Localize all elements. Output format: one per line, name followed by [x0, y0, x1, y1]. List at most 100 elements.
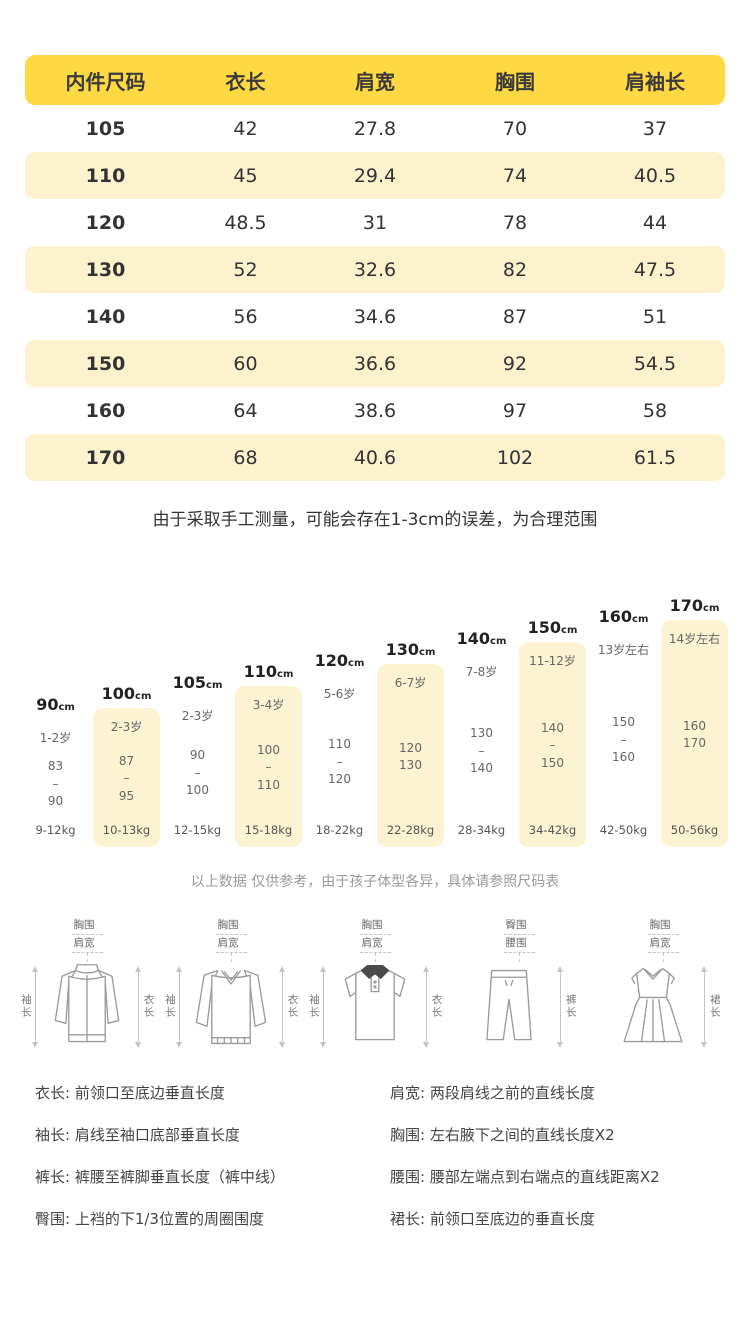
height-range: 160 170 — [683, 718, 706, 753]
chest-label: 胸围 — [215, 917, 247, 935]
left-measure-arrow — [176, 965, 182, 1048]
height-range-line: 90 — [189, 748, 206, 763]
height-size-label: 100cm — [102, 684, 152, 703]
height-column-105: 105cm 2-3岁 90 – 100 12-15kg — [164, 673, 231, 847]
dashed-connector — [86, 952, 88, 962]
chest-label: 胸围 — [359, 917, 391, 935]
table-row: 150 60 36.6 92 54.5 — [25, 340, 725, 387]
height-range-line: 120 — [328, 772, 351, 787]
value-cell: 32.6 — [353, 258, 397, 281]
height-size-value: 140 — [456, 629, 491, 648]
value-cell: 82 — [502, 258, 528, 281]
height-column-140: 140cm 7-8岁 130–140 28-34kg — [448, 629, 515, 847]
shoulder-label: 肩宽 — [647, 935, 679, 953]
height-range-line: – — [478, 743, 485, 758]
value-cell: 36.6 — [353, 352, 397, 375]
definition-item: 臀围: 上裆的下1/3位置的周圈围度 — [35, 1209, 264, 1228]
garment-diagram-jacket: 胸围 肩宽 袖长 衣长 — [16, 917, 158, 1052]
height-size-unit: cm — [135, 691, 152, 702]
height-size-label: 150cm — [528, 618, 578, 637]
value-cell: 87 — [502, 305, 528, 328]
height-range-line: 100 — [186, 783, 209, 798]
height-range-line: 120 — [399, 740, 422, 755]
weight-label: 15-18kg — [244, 822, 293, 837]
dashed-connector — [374, 952, 376, 962]
value-cell: 78 — [502, 211, 528, 234]
sleeve-length-label: 袖长 — [308, 994, 320, 1020]
garment-diagram-polo: 胸围 肩宽 袖长 衣长 — [304, 917, 446, 1052]
value-cell: 64 — [233, 399, 258, 422]
jacket-drawing — [54, 963, 120, 1042]
height-column-170: 170cm 14岁左右 160 170 50-56kg — [661, 596, 728, 847]
size-cell: 120 — [85, 211, 126, 234]
weight-label: 22-28kg — [386, 823, 435, 837]
height-range-line: – — [52, 776, 59, 791]
height-range: 120 130 — [399, 740, 422, 775]
right-measure-arrow — [423, 965, 429, 1048]
value-cell: 60 — [233, 352, 258, 375]
size-table-header-cell: 胸围 — [495, 69, 535, 94]
height-range-line: 95 — [118, 788, 135, 803]
size-cell: 130 — [85, 258, 126, 281]
value-cell: 74 — [502, 164, 528, 187]
table-row: 170 68 40.6 102 61.5 — [25, 434, 725, 481]
height-range-line: 90 — [47, 794, 64, 809]
height-size-value: 160 — [598, 607, 633, 626]
height-size-label: 120cm — [315, 651, 365, 670]
height-size-label: 170cm — [670, 596, 720, 615]
dress-length-label: 裙长 — [708, 994, 721, 1020]
size-cell: 160 — [85, 399, 126, 422]
height-column-150: 150cm 11-12岁 140–150 34-42kg — [519, 618, 586, 847]
height-column-box: 3-4岁 100 – 110 15-18kg — [235, 686, 302, 847]
height-size-label: 160cm — [599, 607, 649, 626]
value-cell: 44 — [642, 211, 668, 234]
height-range-line: 150 — [541, 755, 564, 770]
height-column-box: 11-12岁 140 – 150 34-42kg — [519, 642, 586, 847]
chest-label: 胸围 — [647, 917, 679, 935]
weight-label: 12-15kg — [173, 822, 222, 837]
size-table-body: 105 42 27.8 70 37 110 45 29.4 74 40.5 120 48.5 31 78 4… — [25, 105, 725, 481]
value-cell: 48.5 — [224, 211, 267, 234]
weight-label: 9-12kg — [35, 822, 76, 837]
height-column-box: 14岁左右 160 170 50-56kg — [661, 620, 728, 847]
table-row: 105 42 27.8 70 37 — [25, 105, 725, 152]
height-column-100: 100cm 2-3岁 87 – 95 10-13kg — [93, 684, 160, 847]
value-cell: 34.6 — [353, 305, 397, 328]
right-measure-arrow — [279, 965, 285, 1048]
value-cell: 52 — [233, 258, 258, 281]
value-cell: 29.4 — [353, 164, 397, 187]
diagram-body: 袖长 衣长 — [308, 962, 443, 1052]
height-size-value: 105 — [172, 673, 207, 692]
height-column-box: 2-3岁 87 – 95 10-13kg — [93, 708, 160, 847]
definition-item: 衣长: 前领口至底边垂直长度 — [35, 1083, 225, 1102]
value-cell: 42 — [233, 117, 258, 140]
height-range: 100 – 110 — [257, 742, 280, 794]
dress-drawing — [623, 967, 683, 1042]
age-label: 14岁左右 — [668, 632, 721, 646]
height-range-line: 170 — [683, 736, 706, 750]
top-measure-labels: 胸围 肩宽 — [215, 917, 247, 953]
definition-item: 肩宽: 两段肩线之前的直线长度 — [390, 1083, 595, 1102]
top-measure-labels: 胸围 肩宽 — [359, 917, 391, 953]
value-cell: 68 — [233, 446, 258, 469]
table-row: 110 45 29.4 74 40.5 — [25, 152, 725, 199]
height-column-110: 110cm 3-4岁 100–110 15-18kg — [235, 662, 302, 847]
height-size-unit: cm — [277, 669, 294, 680]
dashed-connector — [518, 952, 520, 962]
size-table: 内件尺码 衣长 肩宽 胸围 肩袖长 105 42 27.8 70 37 110 45 29.4 74 40… — [25, 55, 725, 481]
left-measure-arrow — [320, 965, 326, 1048]
height-size-value: 110 — [243, 662, 278, 681]
height-range: 130 – 140 — [470, 725, 493, 777]
value-cell: 40.5 — [633, 164, 677, 187]
height-range: 110 – 120 — [328, 736, 351, 788]
page: 内件尺码 衣长 肩宽 胸围 肩袖长 105 42 27.8 70 37 110 45 29.4 74 40… — [0, 55, 750, 1229]
age-label: 13岁左右 — [597, 643, 650, 657]
age-label: 11-12岁 — [529, 654, 576, 668]
hip-label: 臀围 — [503, 917, 535, 935]
shoulder-label: 肩宽 — [71, 935, 103, 953]
value-cell: 54.5 — [633, 352, 677, 375]
polo-drawing — [344, 964, 406, 1040]
height-range-line: 160 — [683, 718, 706, 733]
height-range-line: – — [194, 765, 201, 780]
height-size-label: 130cm — [386, 640, 436, 659]
